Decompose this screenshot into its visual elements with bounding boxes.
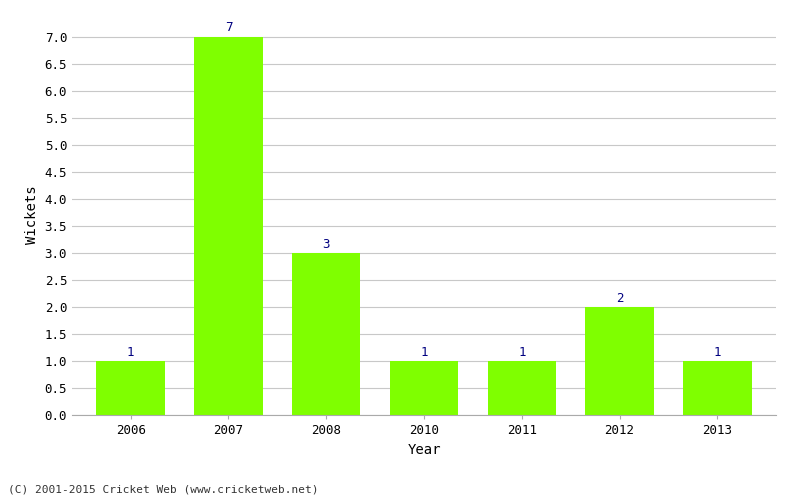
Text: 1: 1 — [714, 346, 721, 359]
Text: 1: 1 — [420, 346, 428, 359]
Bar — [194, 36, 262, 415]
Text: 1: 1 — [127, 346, 134, 359]
Bar — [390, 361, 458, 415]
Bar — [97, 361, 165, 415]
Text: 3: 3 — [322, 238, 330, 250]
Bar — [683, 361, 751, 415]
Text: 1: 1 — [518, 346, 526, 359]
Text: 7: 7 — [225, 22, 232, 35]
X-axis label: Year: Year — [407, 442, 441, 456]
Text: 2: 2 — [616, 292, 623, 304]
Text: (C) 2001-2015 Cricket Web (www.cricketweb.net): (C) 2001-2015 Cricket Web (www.cricketwe… — [8, 485, 318, 495]
Bar — [292, 253, 361, 415]
Bar — [586, 307, 654, 415]
Y-axis label: Wickets: Wickets — [25, 186, 39, 244]
Bar — [487, 361, 556, 415]
